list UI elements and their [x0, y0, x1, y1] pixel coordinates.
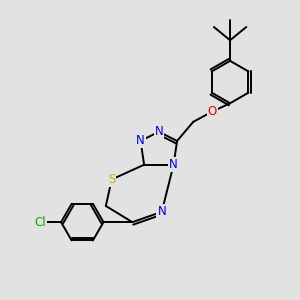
Text: N: N	[169, 158, 178, 171]
Text: N: N	[158, 205, 166, 218]
Text: O: O	[208, 105, 217, 118]
Text: Cl: Cl	[35, 216, 46, 229]
Text: N: N	[154, 125, 163, 138]
Text: S: S	[108, 173, 116, 186]
Text: N: N	[136, 134, 145, 147]
